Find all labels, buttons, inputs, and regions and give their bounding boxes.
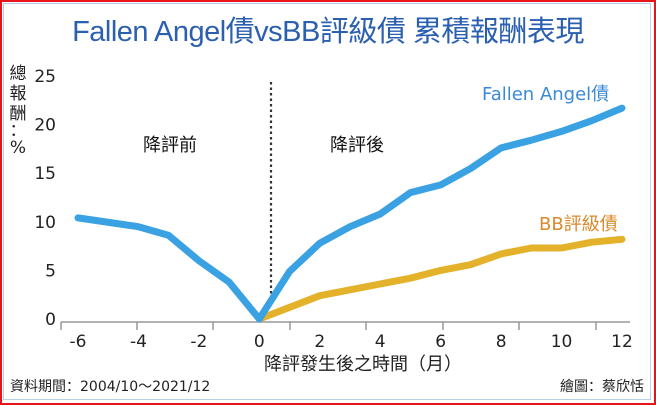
y-axis-label: 總 報 酬 ： % [8,64,28,158]
chart-inner-border [3,3,651,400]
credit-note: 繪圖：蔡欣恬 [560,379,644,395]
x-tick-label: 10 [551,332,573,352]
bb-legend-label: BB評級債 [539,214,618,235]
bb-series-line [255,235,626,323]
y-tick-label: 20 [34,116,56,136]
x-tick-label: 8 [496,332,507,352]
y-tick-label: 10 [34,213,56,233]
y-axis-label-char: 總 [9,64,27,84]
x-tick-label: 0 [254,332,265,352]
x-tick-label: 6 [435,332,446,352]
region-label-before: 降評前 [143,135,197,156]
x-axis-title: 降評發生後之時間（月） [264,354,462,375]
region-label-after: 降評後 [330,135,384,156]
x-axis: -6 -4 -2 0 2 4 6 8 10 12 [60,321,633,352]
data-period-note: 資料期間：2004/10～2021/12 [10,379,211,395]
x-tick-label: -2 [190,332,207,352]
y-axis-label-char: 酬 [9,104,27,124]
y-axis-ticks: 0 5 10 15 20 25 [34,67,56,330]
y-tick-label: 25 [34,67,56,87]
y-tick-label: 15 [34,164,56,184]
y-tick-label: 5 [45,261,56,281]
x-tick-label: 4 [375,332,386,352]
chart-title: Fallen Angel債vsBB評級債 累積報酬表現 [72,16,584,48]
x-tick-label: 12 [611,332,633,352]
y-axis-label-char: % [9,138,27,158]
y-axis-label-char: ： [9,121,27,141]
x-tick-label: -4 [130,332,147,352]
y-axis-label-char: 報 [9,84,27,104]
x-tick-label: 2 [314,332,325,352]
fallen-angel-series-line [74,104,626,323]
y-tick-label: 0 [45,310,56,330]
x-tick-label: -6 [70,332,87,352]
fallen-angel-legend-label: Fallen Angel債 [482,84,610,105]
